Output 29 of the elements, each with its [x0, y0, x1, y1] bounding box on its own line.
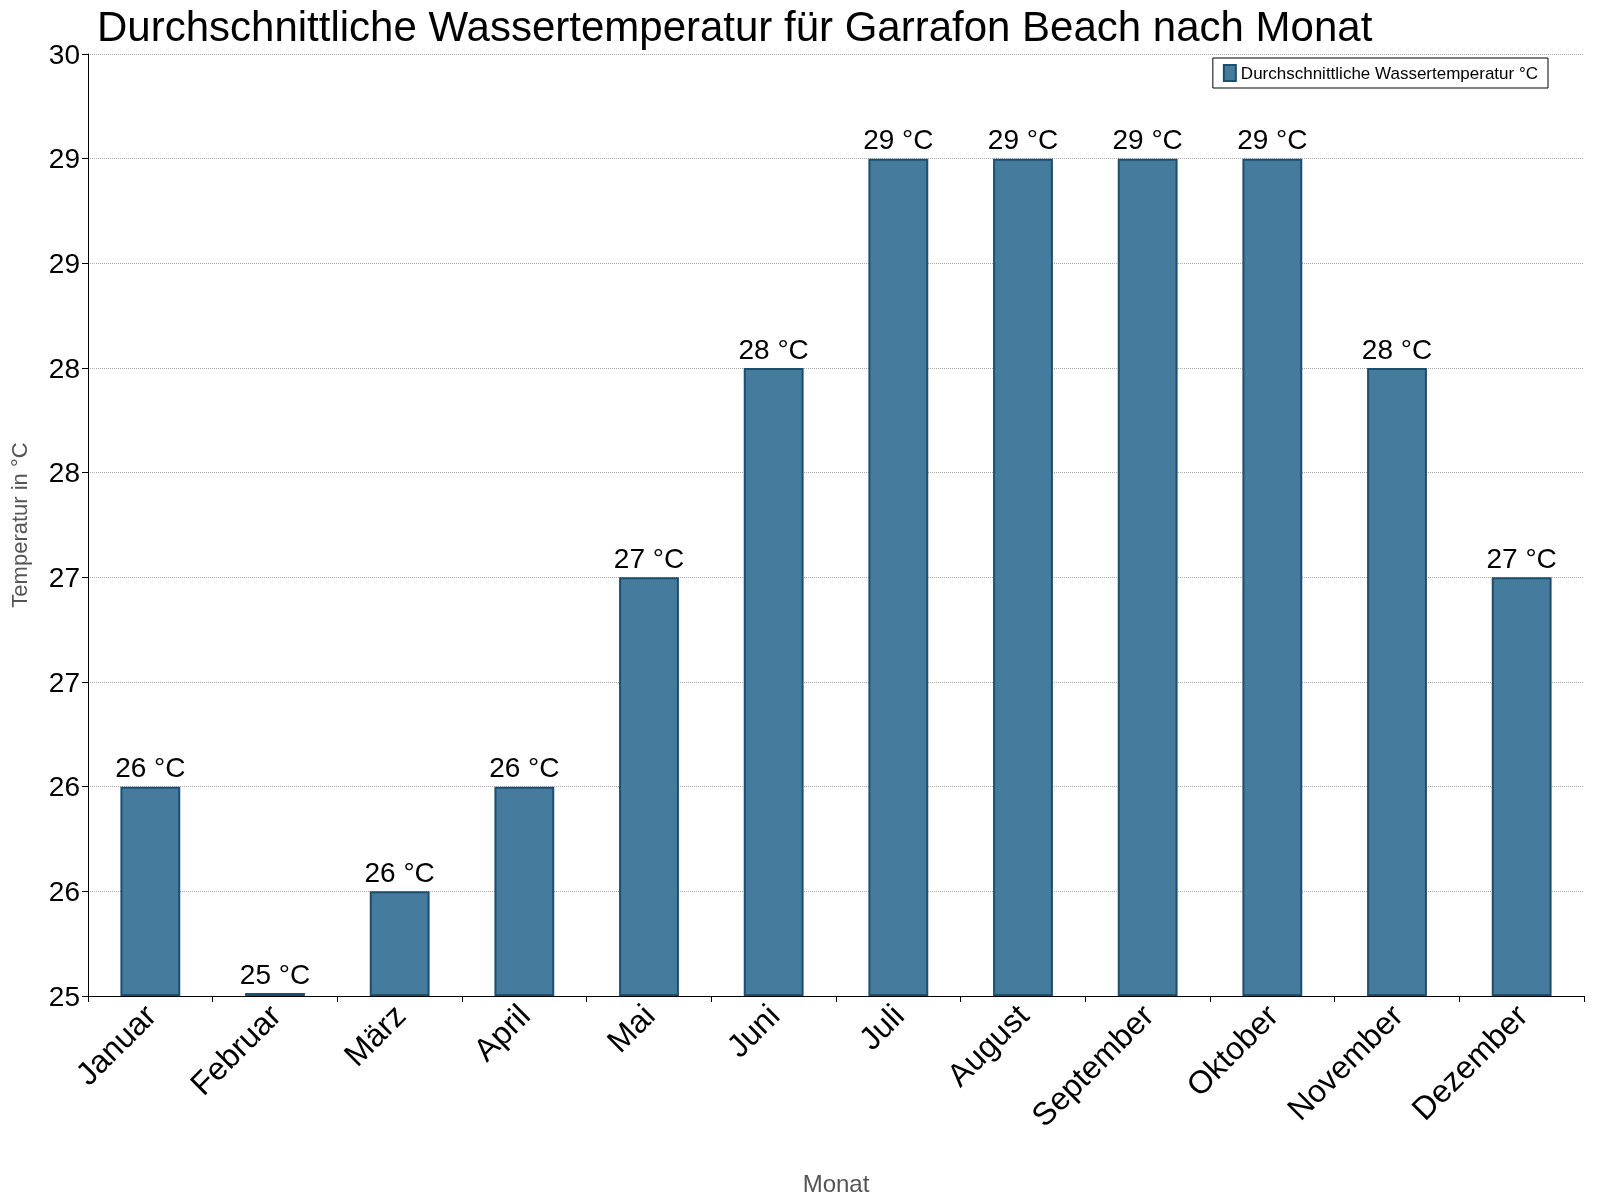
data-label: 26 °C [115, 752, 186, 784]
data-label: 28 °C [1361, 333, 1433, 365]
legend-label: Durchschnittliche Wassertemperatur °C [1240, 63, 1538, 83]
x-tick-label: Mai [599, 997, 662, 1060]
x-tick-label: Juli [851, 997, 912, 1057]
y-tick-label: 27 [48, 561, 80, 593]
data-label: 27 °C [1486, 542, 1557, 574]
y-axis-title: Temperatur in °C [6, 442, 32, 608]
data-label: 27 °C [613, 542, 685, 574]
data-label: 25 °C [239, 958, 311, 990]
y-tick-label: 26 [48, 771, 80, 803]
y-tick-label: 27 [48, 666, 80, 698]
y-tick-label: 25 [48, 980, 80, 1012]
data-label: 29 °C [1112, 124, 1183, 156]
data-label: 29 °C [863, 124, 934, 156]
data-label: 28 °C [738, 333, 809, 365]
data-label: 29 °C [987, 124, 1059, 156]
data-label: 29 °C [1237, 124, 1308, 156]
y-tick-label: 28 [48, 352, 80, 384]
chart-title: Durchschnittliche Wassertemperatur für Garrafon Beach nach Monat [97, 2, 1373, 50]
x-axis-title: Monat [802, 1169, 870, 1197]
data-label: 26 °C [364, 856, 435, 888]
y-tick-label: 28 [48, 457, 80, 489]
y-tick-label: 26 [48, 875, 80, 907]
y-tick-label: 30 [48, 38, 80, 70]
x-tick-label: Juni [719, 997, 787, 1065]
y-tick-label: 29 [48, 247, 80, 279]
y-tick-label: 29 [48, 143, 80, 175]
data-label: 26 °C [489, 752, 560, 784]
